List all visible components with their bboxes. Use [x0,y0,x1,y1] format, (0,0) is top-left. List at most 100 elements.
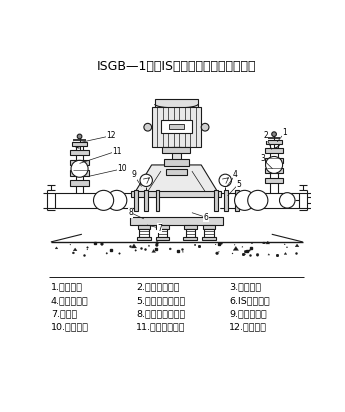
Bar [158,229,167,236]
Bar [155,99,198,109]
Polygon shape [182,251,184,252]
Bar [130,217,223,225]
Bar [164,159,189,166]
Bar [265,168,283,173]
Polygon shape [295,244,299,247]
Text: 10: 10 [117,164,127,173]
Polygon shape [131,244,137,248]
Bar [70,170,89,176]
Circle shape [256,253,259,256]
Bar [156,190,159,211]
Text: 1.进口阀门: 1.进口阀门 [51,283,83,292]
Text: 2.进口挠性接头: 2.进口挠性接头 [136,283,180,292]
Bar [138,225,150,229]
Circle shape [216,252,218,255]
Circle shape [87,249,88,250]
Bar [156,225,169,229]
Text: 3.进口弯管: 3.进口弯管 [229,283,261,292]
Bar [184,225,197,229]
Text: 8: 8 [128,208,133,217]
Circle shape [215,244,216,245]
Text: 7.隔振器: 7.隔振器 [51,309,77,318]
Text: 5.进口直管取压段: 5.进口直管取压段 [136,296,185,305]
Text: 3: 3 [260,154,265,163]
Circle shape [279,193,295,208]
Circle shape [201,123,209,131]
Polygon shape [242,246,243,247]
Bar [70,180,89,186]
Text: 1: 1 [283,128,287,137]
Circle shape [70,244,71,245]
Bar [156,236,169,240]
Circle shape [156,241,158,244]
Circle shape [248,190,268,211]
Bar [139,229,149,236]
Bar [166,169,187,175]
Text: ISGB—1、配IS型联接板，加隔振器安装: ISGB—1、配IS型联接板，加隔振器安装 [97,60,256,73]
Circle shape [272,132,276,136]
Bar [70,159,89,165]
Circle shape [77,134,82,139]
Bar [235,190,239,211]
Bar [184,236,197,240]
Text: 4.进口压力表: 4.进口压力表 [51,296,89,305]
Polygon shape [244,253,246,255]
Circle shape [235,190,255,211]
Circle shape [93,190,114,211]
Text: 9: 9 [131,171,136,180]
Polygon shape [284,253,287,255]
Circle shape [244,250,247,253]
Text: 7: 7 [157,224,162,233]
Bar [224,190,228,211]
Text: 2: 2 [263,131,268,140]
Bar [204,229,214,236]
Bar [169,124,184,129]
Circle shape [286,247,287,248]
Polygon shape [284,244,285,245]
Text: 12: 12 [107,131,116,140]
Circle shape [135,250,136,251]
Circle shape [219,174,231,187]
Bar [151,107,201,147]
Polygon shape [268,254,270,255]
Bar [161,119,192,133]
Circle shape [71,160,88,177]
Bar [203,225,215,229]
Text: 8.出口直管取压段: 8.出口直管取压段 [136,309,185,318]
Bar [214,190,217,211]
Bar [202,236,216,240]
Text: 6.IS型联接板: 6.IS型联接板 [229,296,270,305]
Text: 12.出口阀门: 12.出口阀门 [229,322,267,331]
Text: 4: 4 [233,171,238,180]
Circle shape [220,242,223,244]
Text: 5: 5 [236,180,241,189]
Bar [131,191,221,197]
Bar [172,147,181,165]
Circle shape [107,190,127,211]
Bar [70,150,89,155]
Circle shape [234,244,235,245]
Text: 9.出口压力表: 9.出口压力表 [229,309,267,318]
Polygon shape [148,245,150,246]
Polygon shape [233,246,238,250]
Circle shape [106,253,107,254]
Circle shape [101,243,103,246]
Bar [162,147,190,153]
Circle shape [232,253,233,254]
Circle shape [194,244,196,246]
Text: 6: 6 [204,213,208,222]
Text: 11: 11 [112,147,121,156]
Polygon shape [266,241,270,244]
Circle shape [266,157,283,173]
Circle shape [144,123,151,131]
Bar [144,190,148,211]
Circle shape [140,174,152,187]
Polygon shape [152,250,156,253]
Polygon shape [263,242,265,244]
Bar [137,236,151,240]
Circle shape [156,244,158,246]
Bar [134,190,138,211]
Bar [186,229,195,236]
Circle shape [169,248,171,250]
Bar [72,142,87,146]
